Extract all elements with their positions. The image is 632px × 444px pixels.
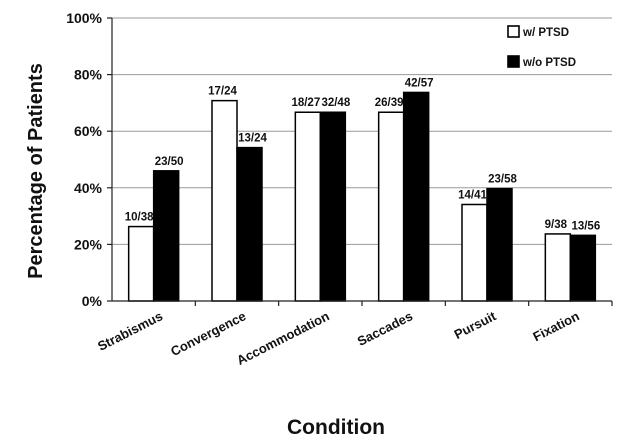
bar-w-ptsd [544, 233, 572, 302]
bar-w-ptsd [377, 111, 405, 302]
data-label: 17/24 [208, 86, 237, 98]
bar-wo-ptsd [236, 146, 263, 302]
category-label: Fixation [530, 308, 581, 344]
data-label: 23/50 [155, 156, 184, 168]
y-tick-label: 60% [74, 123, 103, 139]
data-labels: 10/38 23/50 17/24 13/24 18/27 32/48 26/3942/57… [125, 77, 600, 232]
bar-w-ptsd [127, 225, 155, 302]
bar-wo-ptsd [319, 111, 347, 302]
bar-w-ptsd [294, 111, 322, 302]
y-axis-title: Percentage of Patients [25, 63, 47, 279]
data-label: 26/39 [375, 97, 404, 109]
y-tick-label: 80% [74, 67, 103, 83]
data-label: 23/58 [488, 174, 517, 186]
data-label: 42/57 [405, 77, 434, 89]
category-label: Strabismus [95, 308, 165, 354]
y-tick-label: 40% [74, 180, 103, 196]
bars [127, 91, 597, 302]
legend-swatch-wo-ptsd [507, 55, 520, 68]
category-label: Convergence [168, 308, 248, 359]
legend-label-wo-ptsd: w/o PTSD [522, 57, 576, 69]
data-label: 18/27 [291, 97, 320, 109]
y-tick-label: 100% [66, 10, 102, 26]
y-tick-label: 0% [82, 293, 103, 309]
bar-wo-ptsd [402, 91, 430, 302]
data-label: 13/56 [571, 220, 600, 232]
y-axis-ticks: 0% 20% 40% 60% 80% 100% [66, 10, 112, 309]
category-label: Pursuit [452, 308, 499, 342]
data-label: 32/48 [321, 97, 350, 109]
bar-w-ptsd [211, 99, 238, 302]
bar-wo-ptsd [152, 170, 180, 302]
bar-w-ptsd [461, 203, 488, 302]
bar-wo-ptsd [569, 234, 597, 302]
y-tick-label: 20% [74, 236, 103, 252]
data-label: 14/41 [458, 189, 487, 201]
x-axis-title: Condition [287, 416, 385, 439]
bar-wo-ptsd [486, 187, 513, 302]
legend: w/ PTSD w/o PTSD [507, 25, 576, 69]
category-label: Accommodation [234, 308, 332, 368]
category-label: Saccades [355, 308, 415, 349]
data-label: 9/38 [545, 219, 568, 231]
legend-swatch-w-ptsd [507, 25, 520, 38]
legend-label-w-ptsd: w/ PTSD [522, 27, 569, 39]
data-label: 10/38 [125, 212, 154, 224]
gridlines [112, 17, 612, 245]
data-label: 13/24 [238, 133, 267, 145]
